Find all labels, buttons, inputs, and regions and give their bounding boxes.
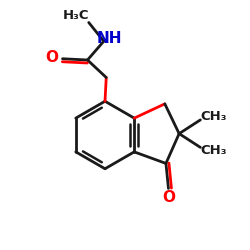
Text: CH₃: CH₃ xyxy=(200,110,227,124)
Text: NH: NH xyxy=(96,31,122,46)
Text: O: O xyxy=(46,50,59,65)
Text: O: O xyxy=(162,190,175,206)
Text: CH₃: CH₃ xyxy=(200,144,227,157)
Text: H₃C: H₃C xyxy=(63,9,90,22)
